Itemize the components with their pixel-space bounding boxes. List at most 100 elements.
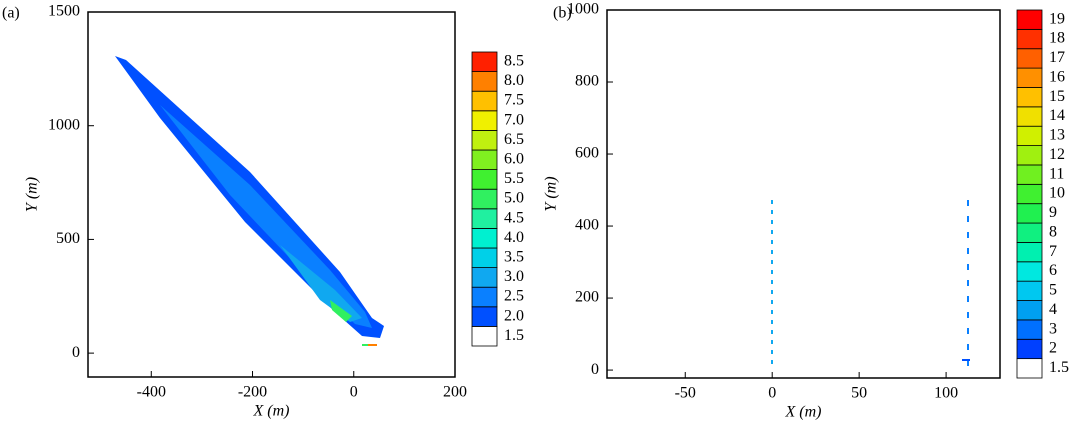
- panel-label: (a): [2, 5, 20, 22]
- colorbar-label: 3.5: [504, 248, 524, 265]
- y-tick-label: 500: [56, 230, 80, 247]
- colorbar-label: 5: [1049, 282, 1057, 299]
- y-tick-label: 1500: [48, 3, 80, 20]
- colorbar-label: 6.0: [504, 150, 524, 167]
- y-tick-label: 1000: [567, 1, 599, 18]
- colorbar-label: 7: [1049, 243, 1057, 260]
- colorbar-label: 3: [1049, 320, 1057, 337]
- y-axis-label: Y (m): [24, 177, 41, 212]
- colorbar-label: 10: [1049, 185, 1065, 202]
- colorbar-swatch: [471, 267, 498, 288]
- y-axis-label: Y (m): [543, 176, 560, 211]
- colorbar-swatch: [1016, 145, 1043, 166]
- colorbar-swatch: [471, 325, 498, 347]
- x-tick-label: 50: [851, 385, 867, 402]
- x-tick-label: 200: [443, 384, 467, 401]
- colorbar-swatch: [1016, 300, 1043, 321]
- colorbar-label: 1.5: [1049, 359, 1069, 376]
- x-axis-label: X (m): [785, 404, 822, 421]
- plume-core: [330, 300, 352, 322]
- colorbar-swatch: [471, 227, 498, 249]
- colorbar-swatch: [471, 129, 498, 151]
- y-tick-label: 200: [575, 289, 599, 306]
- colorbar-swatch: [1016, 28, 1043, 50]
- x-tick-label: -400: [137, 384, 166, 401]
- colorbar-swatch: [471, 90, 498, 112]
- colorbar-label: 9: [1049, 204, 1057, 221]
- colorbar-label: 6.5: [504, 131, 524, 148]
- colorbar-label: 7.0: [504, 111, 524, 128]
- colorbar-label: 13: [1049, 127, 1065, 144]
- colorbar-label: 6: [1049, 262, 1057, 279]
- colorbar-swatch: [1016, 338, 1043, 360]
- colorbar-swatch: [1016, 67, 1043, 88]
- colorbar-swatch: [471, 149, 498, 171]
- colorbar-swatch: [1016, 106, 1043, 127]
- x-tick-label: 100: [934, 385, 958, 402]
- colorbar-label: 2.0: [504, 307, 524, 324]
- plume-layer: [280, 245, 362, 322]
- plot-frame: [87, 11, 456, 378]
- plume-b: [771, 200, 970, 368]
- y-tick-label: 0: [72, 344, 80, 361]
- colorbar-label: 2.5: [504, 288, 524, 305]
- colorbar-swatch: [1016, 222, 1043, 243]
- colorbar-swatch: [1016, 87, 1043, 108]
- colorbar-swatch: [1016, 319, 1043, 340]
- colorbar-label: 12: [1049, 146, 1065, 163]
- colorbar-label: 8.0: [504, 72, 524, 89]
- colorbar-swatch: [1016, 125, 1043, 146]
- colorbar-label: 5.0: [504, 190, 524, 207]
- colorbar-label: 2: [1049, 340, 1057, 357]
- colorbar-label: 8.5: [504, 52, 524, 69]
- colorbar-label: 4.5: [504, 209, 524, 226]
- colorbar-label: 3.0: [504, 268, 524, 285]
- x-tick-label: -200: [238, 384, 267, 401]
- colorbar-label: 15: [1049, 88, 1065, 105]
- x-tick-label: 0: [768, 385, 776, 402]
- colorbar-swatch: [471, 71, 498, 92]
- x-axis-label: X (m): [253, 403, 290, 420]
- y-tick-label: 1000: [48, 116, 80, 133]
- colorbar-label: 4: [1049, 301, 1057, 318]
- y-tick-label: 0: [591, 361, 599, 378]
- plot-frame: [606, 9, 1001, 379]
- colorbar-label: 8: [1049, 223, 1057, 240]
- colorbar-swatch: [1016, 261, 1043, 282]
- colorbar-swatch: [1016, 9, 1043, 30]
- colorbar-swatch: [1016, 203, 1043, 224]
- colorbar-swatch: [471, 51, 498, 73]
- colorbar-label: 17: [1049, 49, 1065, 66]
- colorbar-swatch: [471, 169, 498, 190]
- colorbar-label: 11: [1049, 165, 1064, 182]
- colorbar-label: 4.0: [504, 229, 524, 246]
- colorbar-swatch: [1016, 183, 1043, 205]
- colorbar-swatch: [471, 110, 498, 131]
- colorbar-swatch: [1016, 164, 1043, 185]
- colorbar-label: 19: [1049, 10, 1065, 27]
- colorbar-swatch: [471, 247, 498, 269]
- colorbar-swatch: [471, 208, 498, 229]
- panel-label: (b): [553, 5, 572, 22]
- colorbar-swatch: [1016, 48, 1043, 69]
- colorbar-swatch: [471, 286, 498, 308]
- colorbar-label: 14: [1049, 107, 1065, 124]
- colorbar-label: 5.5: [504, 170, 524, 187]
- colorbar-label: 18: [1049, 30, 1065, 47]
- y-tick-label: 600: [575, 145, 599, 162]
- y-tick-label: 400: [575, 217, 599, 234]
- colorbar-label: 16: [1049, 68, 1065, 85]
- x-tick-label: 0: [350, 384, 358, 401]
- x-tick-label: -50: [675, 385, 696, 402]
- colorbar-swatch: [1016, 358, 1043, 379]
- colorbar-label: 7.5: [504, 92, 524, 109]
- plume-layer: [160, 105, 372, 328]
- colorbar-label: 1.5: [504, 327, 524, 344]
- plume-a: [115, 56, 384, 346]
- colorbar-swatch: [471, 306, 498, 327]
- y-tick-label: 800: [575, 73, 599, 90]
- colorbar-swatch: [1016, 242, 1043, 263]
- colorbar-swatch: [471, 188, 498, 210]
- colorbar-swatch: [1016, 280, 1043, 301]
